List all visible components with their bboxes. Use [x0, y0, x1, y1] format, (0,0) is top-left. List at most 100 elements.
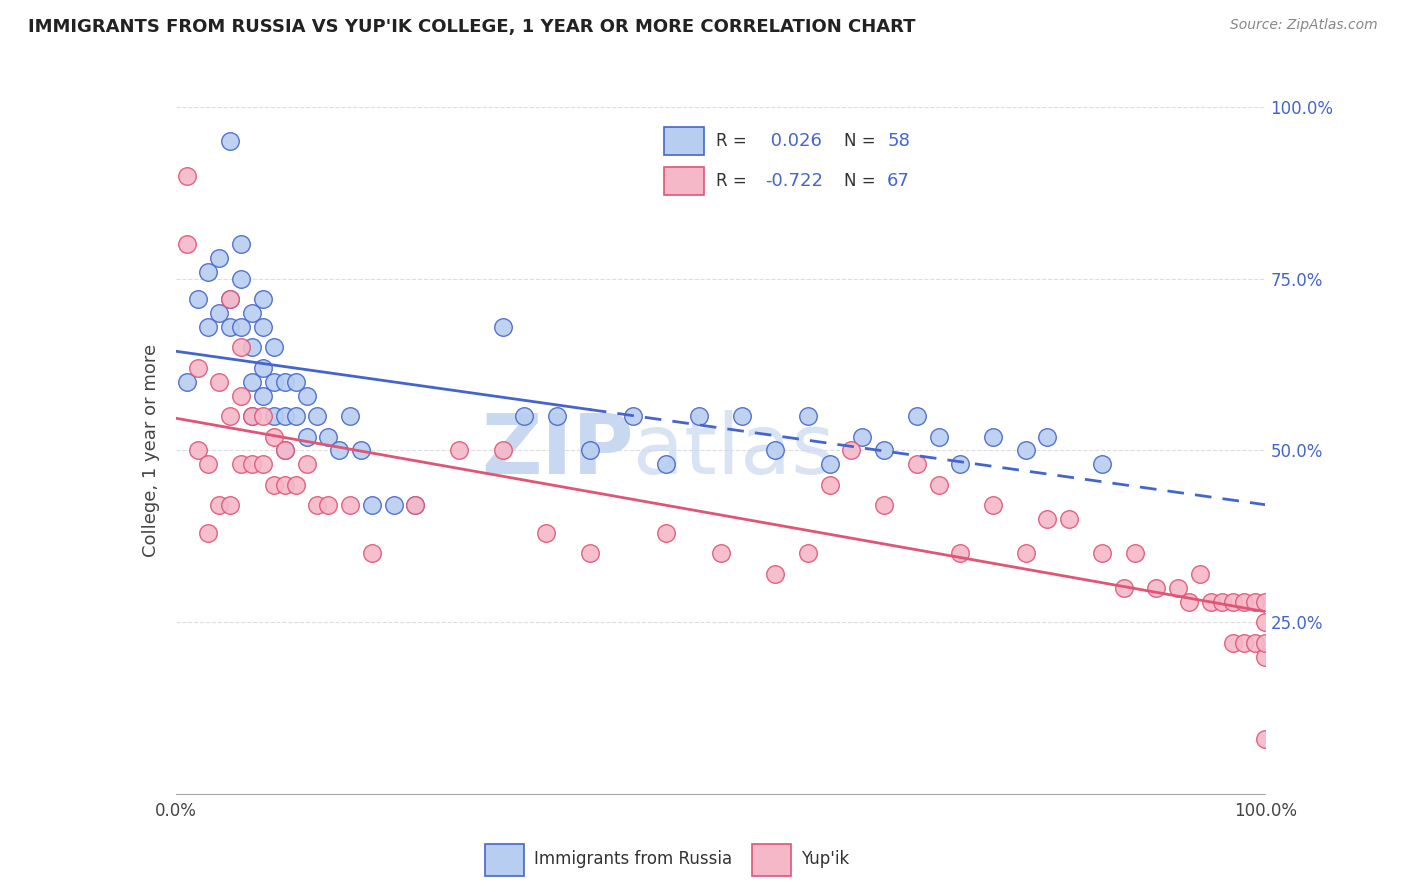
Point [197, 457, 219, 471]
Point [851, 430, 873, 444]
Point [252, 361, 274, 376]
Point [405, 499, 427, 513]
Point [252, 409, 274, 423]
Point [197, 265, 219, 279]
Point [1254, 636, 1277, 650]
Point [295, 430, 318, 444]
Point [208, 306, 231, 320]
Point [318, 430, 340, 444]
Point [231, 340, 253, 354]
Point [274, 375, 297, 389]
Point [818, 478, 841, 492]
Text: 58: 58 [887, 132, 910, 151]
Bar [752, 844, 792, 876]
Point [1167, 581, 1189, 595]
Point [710, 546, 733, 561]
Point [579, 443, 602, 458]
Point [841, 443, 863, 458]
Point [252, 319, 274, 334]
Bar [665, 167, 704, 195]
Text: N =: N = [845, 132, 882, 151]
Point [176, 375, 198, 389]
Point [1222, 636, 1244, 650]
Point [818, 457, 841, 471]
Point [905, 409, 928, 423]
Text: Immigrants from Russia: Immigrants from Russia [534, 849, 733, 868]
Point [263, 375, 285, 389]
Point [186, 293, 209, 307]
Text: N =: N = [845, 172, 882, 190]
Point [208, 375, 231, 389]
Point [252, 388, 274, 402]
Point [350, 443, 373, 458]
Point [240, 375, 263, 389]
Point [219, 293, 242, 307]
Point [240, 409, 263, 423]
Point [1015, 443, 1038, 458]
Point [1015, 546, 1038, 561]
Point [197, 319, 219, 334]
Point [949, 546, 972, 561]
Point [219, 499, 242, 513]
Point [546, 409, 568, 423]
Point [240, 409, 263, 423]
Point [274, 409, 297, 423]
Point [492, 443, 515, 458]
Text: 67: 67 [887, 172, 910, 190]
Point [382, 499, 405, 513]
Text: Source: ZipAtlas.com: Source: ZipAtlas.com [1230, 18, 1378, 32]
Point [873, 499, 896, 513]
Point [186, 361, 209, 376]
Point [655, 525, 678, 540]
Point [208, 499, 231, 513]
Point [981, 499, 1004, 513]
Point [1189, 567, 1212, 582]
Point [274, 443, 297, 458]
Point [240, 306, 263, 320]
Point [655, 457, 678, 471]
Text: -0.722: -0.722 [765, 172, 823, 190]
Point [307, 499, 329, 513]
Point [688, 409, 710, 423]
Point [252, 293, 274, 307]
Point [534, 525, 557, 540]
Point [328, 443, 350, 458]
Point [339, 499, 361, 513]
Point [284, 409, 307, 423]
Point [447, 443, 470, 458]
Point [231, 319, 253, 334]
Point [1211, 594, 1233, 608]
Point [731, 409, 754, 423]
Point [981, 430, 1004, 444]
Point [240, 457, 263, 471]
Point [1199, 594, 1222, 608]
Point [252, 457, 274, 471]
Point [949, 457, 972, 471]
Bar [485, 844, 524, 876]
Point [1243, 636, 1265, 650]
Point [295, 388, 318, 402]
Point [231, 388, 253, 402]
Point [231, 237, 253, 252]
Point [1254, 731, 1277, 746]
Point [763, 567, 786, 582]
Point [763, 443, 786, 458]
Point [579, 546, 602, 561]
Point [1036, 430, 1059, 444]
Point [219, 134, 242, 148]
Point [1254, 594, 1277, 608]
Point [513, 409, 536, 423]
Point [1036, 512, 1059, 526]
Point [307, 409, 329, 423]
Point [360, 546, 382, 561]
Point [284, 375, 307, 389]
Text: IMMIGRANTS FROM RUSSIA VS YUP'IK COLLEGE, 1 YEAR OR MORE CORRELATION CHART: IMMIGRANTS FROM RUSSIA VS YUP'IK COLLEGE… [28, 18, 915, 36]
Y-axis label: College, 1 year or more: College, 1 year or more [142, 344, 160, 557]
Point [796, 546, 818, 561]
Point [1243, 594, 1265, 608]
Point [1254, 615, 1277, 630]
Point [1232, 594, 1256, 608]
Point [1091, 457, 1114, 471]
Point [405, 499, 427, 513]
Point [176, 169, 198, 183]
